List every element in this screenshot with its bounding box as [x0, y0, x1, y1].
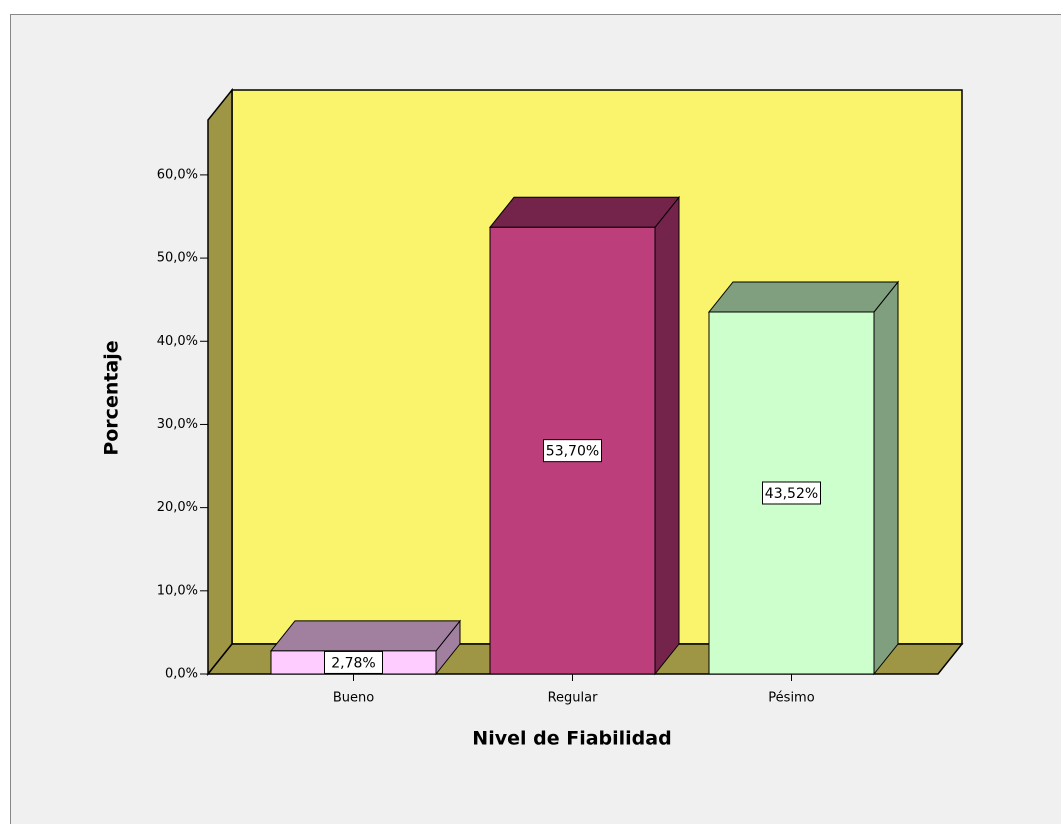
value-label-box	[543, 439, 602, 463]
value-label: 53,70%	[546, 444, 599, 460]
y-tick-label: 50,0%	[157, 251, 198, 266]
bar-side	[654, 195, 680, 676]
y-tick-label: 0,0%	[165, 667, 198, 682]
x-tick-label: Pésimo	[768, 691, 814, 706]
value-label: 2,78%	[331, 655, 375, 671]
x-axis-title: Nivel de Fiabilidad	[472, 728, 671, 750]
x-tick-label: Regular	[548, 691, 599, 706]
bar-top	[488, 196, 681, 228]
y-tick-label: 10,0%	[157, 583, 198, 598]
y-tick-label: 60,0%	[157, 167, 198, 182]
y-tick-label: 20,0%	[157, 500, 198, 515]
value-label: 43,52%	[765, 486, 818, 502]
bar-side	[873, 280, 899, 676]
x-tick-label: Bueno	[333, 691, 374, 706]
y-tick-label: 40,0%	[157, 334, 198, 349]
value-label-box	[762, 481, 821, 505]
left-wall	[207, 87, 233, 677]
y-axis-title: Porcentaje	[101, 340, 123, 455]
bar-top	[269, 620, 462, 652]
value-label-box	[324, 650, 383, 674]
bar-top	[707, 281, 900, 313]
y-tick-label: 30,0%	[157, 417, 198, 432]
